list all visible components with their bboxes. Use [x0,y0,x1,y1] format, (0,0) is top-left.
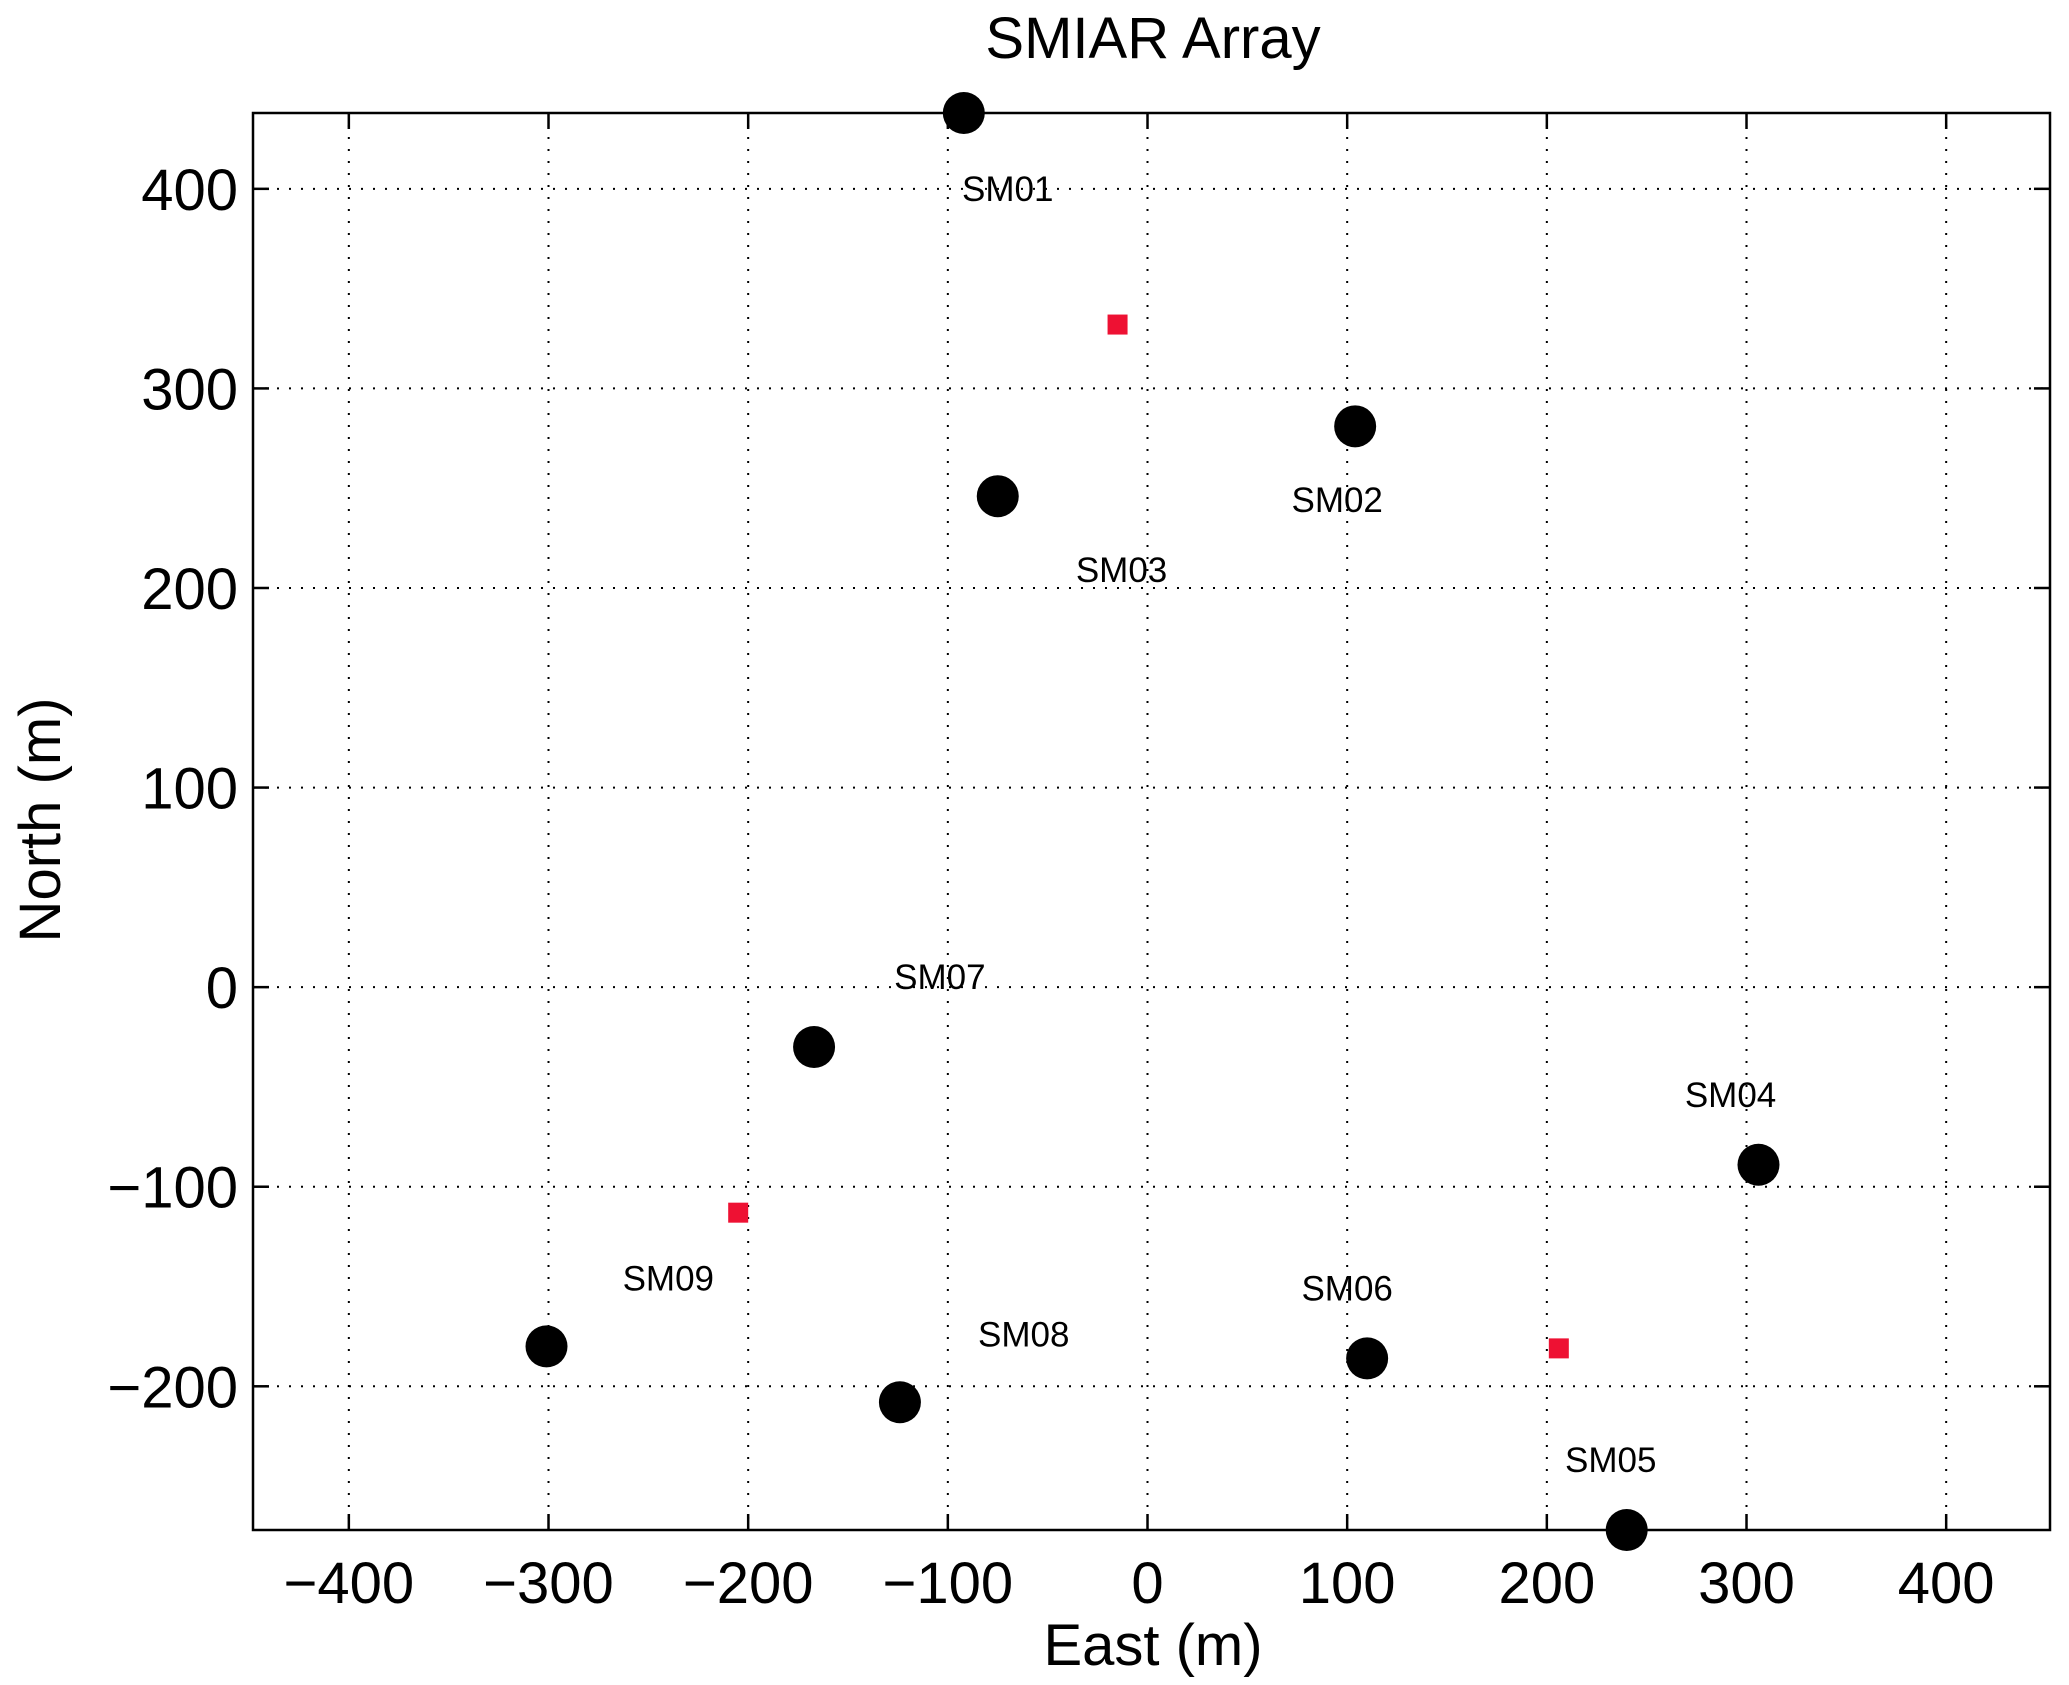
station-label-sm05: SM05 [1565,1441,1656,1480]
x-tick-label: −100 [883,1551,1014,1616]
y-tick-label: 300 [141,357,238,422]
x-axis-label: East (m) [1043,1613,1262,1678]
station-label-sm03: SM03 [1076,551,1167,590]
x-tick-labels: −400 −300 −200 −100 0 100 200 300 400 [284,1551,1995,1616]
red-square-markers [728,314,1569,1359]
station-point-sm04 [1737,1143,1780,1186]
station-point-sm09 [525,1325,568,1368]
y-tick-label: 100 [141,757,238,822]
x-tick-label: 0 [1131,1551,1163,1616]
grid-lines [253,113,2050,1530]
y-tick-label: −200 [107,1355,238,1420]
x-tick-label: −300 [483,1551,614,1616]
x-tick-label: 100 [1299,1551,1396,1616]
y-axis-label: North (m) [8,698,73,943]
station-labels: SM01 SM02 SM03 SM04 SM05 SM06 SM07 SM08 SM09 [623,170,1777,1480]
station-point-sm06 [1346,1337,1389,1380]
station-point-sm03 [976,475,1019,518]
station-label-sm01: SM01 [962,170,1053,209]
x-tick-label: 300 [1698,1551,1795,1616]
station-point-sm07 [793,1026,836,1069]
station-label-sm09: SM09 [623,1260,714,1299]
station-label-sm02: SM02 [1291,481,1382,520]
station-label-sm06: SM06 [1301,1270,1392,1309]
plot-frame [251,111,2052,1532]
axis-ticks [253,113,2050,1530]
station-label-sm04: SM04 [1685,1076,1776,1115]
station-point-sm02 [1334,405,1377,448]
x-tick-label: 400 [1898,1551,1995,1616]
y-tick-labels: −200 −100 0 100 200 300 400 [107,158,238,1420]
x-tick-label: −200 [683,1551,814,1616]
y-tick-label: 0 [206,956,238,1021]
y-tick-label: 200 [141,557,238,622]
y-tick-label: 400 [141,158,238,223]
y-tick-label: −100 [107,1156,238,1221]
station-point-sm01 [942,92,985,134]
red-square-marker [728,1202,749,1223]
station-points [525,92,1780,1551]
chart-title: SMIAR Array [985,6,1320,71]
station-label-sm07: SM07 [894,958,985,997]
station-label-sm08: SM08 [978,1315,1069,1354]
x-tick-label: −400 [284,1551,415,1616]
station-point-sm08 [878,1381,921,1424]
x-tick-label: 200 [1498,1551,1595,1616]
station-point-sm05 [1605,1509,1648,1551]
red-square-marker [1107,314,1128,335]
red-square-marker [1548,1338,1569,1359]
